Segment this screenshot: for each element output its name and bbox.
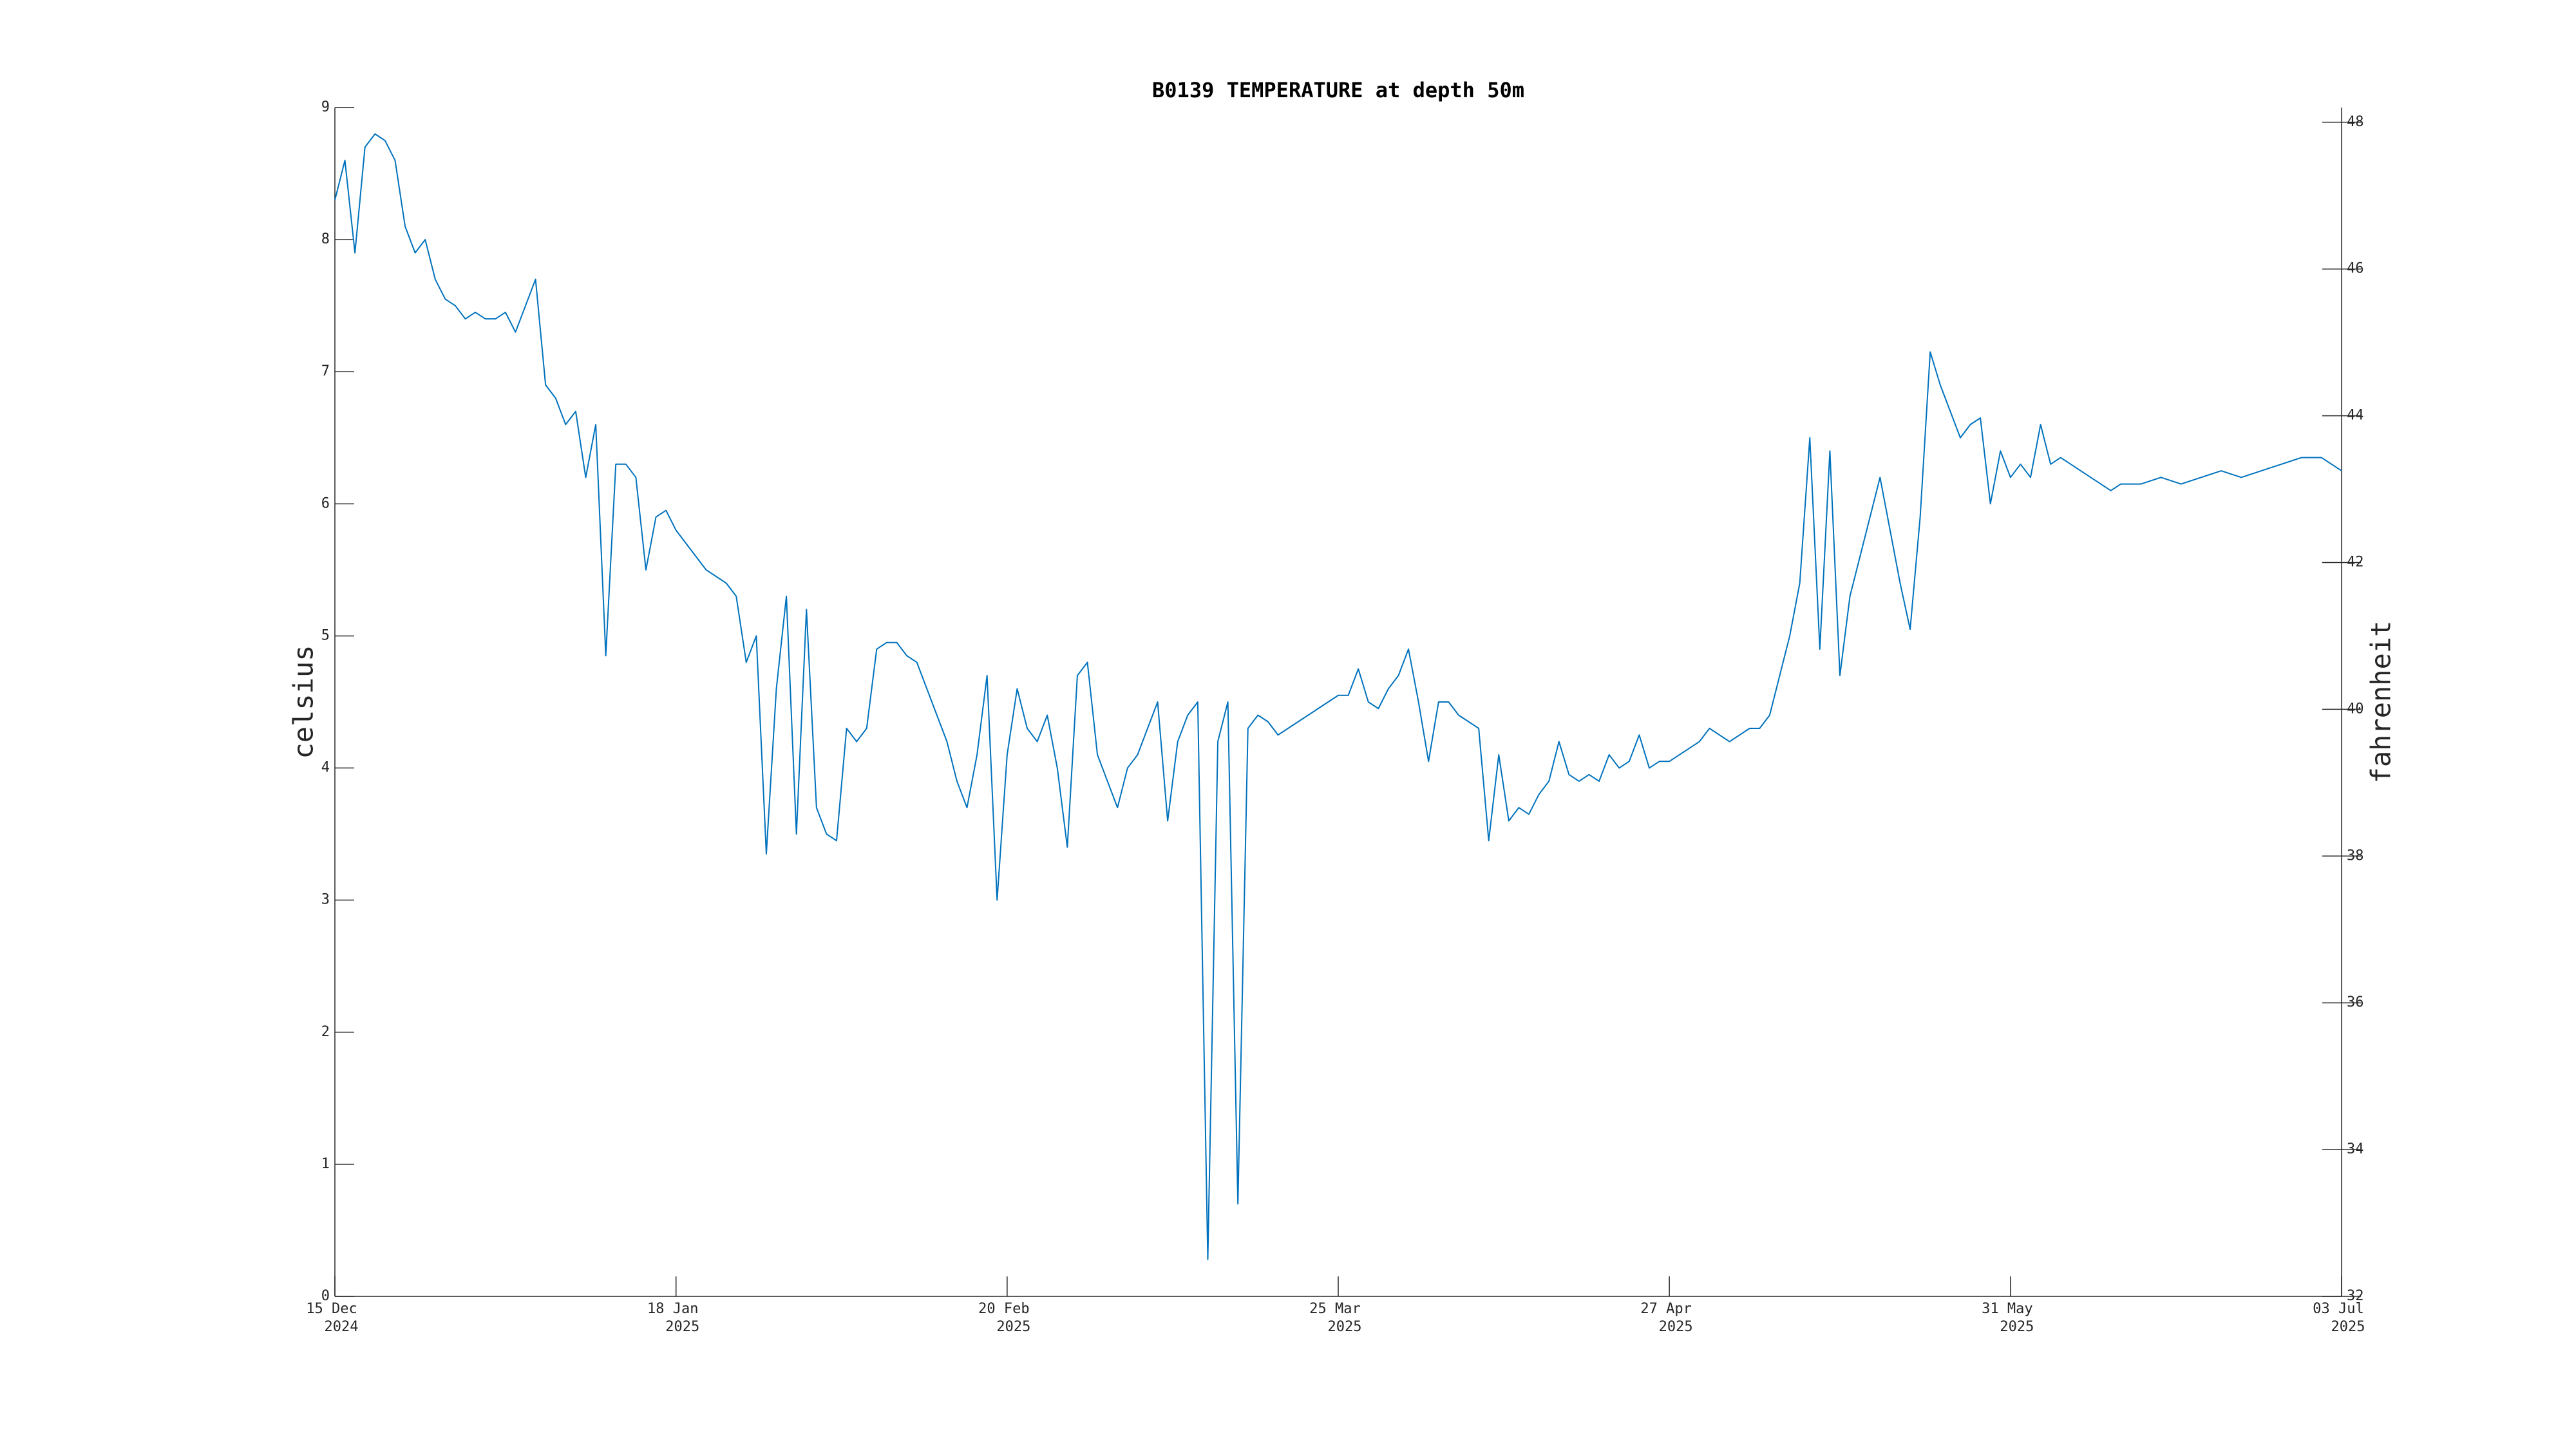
- x-tick-label: 25 Mar 2025: [1309, 1301, 1361, 1335]
- x-tick-label-line: 2025: [1659, 1319, 1693, 1335]
- x-tick-label: 03 Jul 2025: [2313, 1301, 2365, 1335]
- x-tick-label: 31 May 2025: [1982, 1301, 2034, 1335]
- data-line: [334, 133, 2342, 1260]
- x-tick-label-line: 2024: [325, 1319, 359, 1335]
- y2-tick-label: 42: [2347, 554, 2364, 570]
- x-tick-label-line: 2025: [2331, 1319, 2365, 1335]
- y2-tick-label: 36: [2347, 994, 2364, 1010]
- x-tick-label-line: 03 Jul: [2313, 1301, 2363, 1317]
- y-axis-label: celsius: [288, 645, 319, 759]
- x-tick-label-line: 2025: [1328, 1319, 1362, 1335]
- y-tick-label: 3: [321, 892, 330, 908]
- y-tick-label: 0: [321, 1288, 330, 1304]
- y2-tick-label: 48: [2347, 114, 2364, 130]
- y2-tick-label: 32: [2347, 1288, 2364, 1304]
- chart-title: B0139 TEMPERATURE at depth 50m: [1152, 78, 1524, 102]
- y2-axis-label: fahrenheit: [2365, 621, 2397, 784]
- y2-tick-label: 34: [2347, 1141, 2364, 1157]
- x-tick-label: 15 Dec 2024: [306, 1301, 358, 1335]
- x-tick-label: 18 Jan 2025: [647, 1301, 699, 1335]
- x-tick-label-line: 2025: [665, 1319, 699, 1335]
- x-tick-label: 20 Feb 2025: [978, 1301, 1030, 1335]
- x-tick-label-line: 20 Feb: [978, 1301, 1029, 1317]
- x-tick-label-line: 25 Mar: [1309, 1301, 1360, 1317]
- y-tick-label: 9: [321, 99, 330, 115]
- y-tick-label: 8: [321, 231, 330, 247]
- y-tick-label: 1: [321, 1156, 330, 1172]
- y2-tick-label: 40: [2347, 701, 2364, 717]
- x-tick-label-line: 2025: [2000, 1319, 2034, 1335]
- x-tick-label-line: 27 Apr: [1640, 1301, 1691, 1317]
- x-tick-label: 27 Apr 2025: [1640, 1301, 1692, 1335]
- y2-tick-label: 46: [2347, 261, 2364, 277]
- x-tick-label-line: 2025: [996, 1319, 1030, 1335]
- x-tick-label-line: 15 Dec: [306, 1301, 357, 1317]
- y2-tick-label: 44: [2347, 408, 2364, 424]
- x-tick-label-line: 31 May: [1982, 1301, 2032, 1317]
- y-tick-label: 6: [321, 495, 330, 511]
- y-tick-label: 7: [321, 363, 330, 379]
- y-tick-label: 5: [321, 627, 330, 643]
- x-tick-label-line: 18 Jan: [647, 1301, 698, 1317]
- y-tick-label: 2: [321, 1024, 330, 1040]
- y2-tick-label: 38: [2347, 848, 2364, 864]
- y-tick-label: 4: [321, 760, 330, 776]
